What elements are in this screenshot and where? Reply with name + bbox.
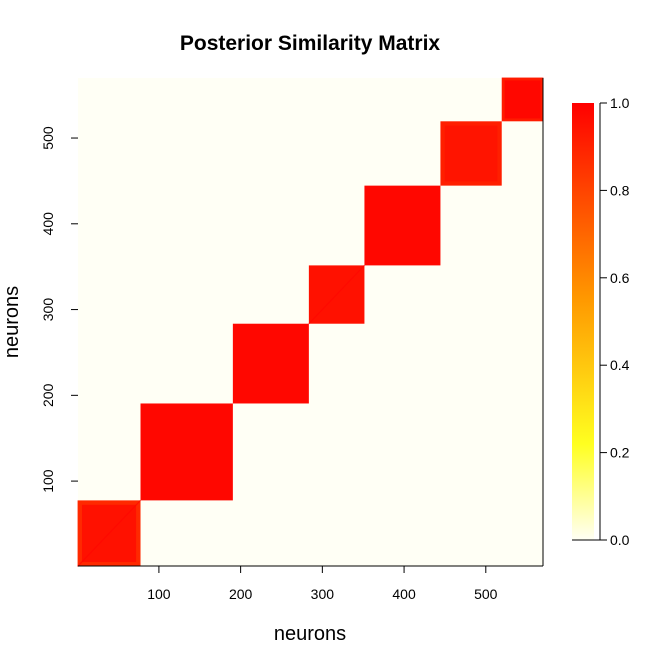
x-axis-label: neurons: [274, 623, 346, 645]
x-tick-label: 500: [474, 586, 498, 602]
colorbar-tick-label: 1.0: [610, 95, 630, 111]
heatmap-block: [364, 185, 441, 266]
heatmap-blocks: [77, 77, 544, 567]
colorbar-gradient: [572, 103, 594, 540]
colorbar-tick-label: 0.6: [610, 270, 630, 286]
plot-axes: 100 200 300 400 500 100 200 300 400 500: [40, 78, 544, 602]
y-tick-label: 400: [40, 212, 56, 236]
colorbar-ticks: 0.0 0.2 0.4 0.6 0.8 1.0: [572, 95, 630, 548]
colorbar-tick-label: 0.8: [610, 182, 630, 198]
y-axis-ticks: 100 200 300 400 500: [40, 126, 78, 493]
y-tick-label: 300: [40, 298, 56, 322]
heatmap-block: [444, 125, 498, 182]
colorbar-tick-label: 0.4: [610, 357, 630, 373]
y-tick-label: 500: [40, 126, 56, 150]
colorbar-tick-label: 0.2: [610, 445, 630, 461]
heatmap-block: [504, 80, 541, 119]
y-tick-label: 100: [40, 469, 56, 493]
x-tick-label: 100: [147, 586, 171, 602]
heatmap-plot-area: [77, 77, 544, 567]
x-tick-label: 300: [311, 586, 335, 602]
x-tick-label: 400: [392, 586, 416, 602]
heatmap-block-diagonal: [77, 499, 141, 567]
colorbar: 0.0 0.2 0.4 0.6 0.8 1.0: [572, 95, 630, 548]
heatmap-block-diagonal: [308, 264, 365, 325]
heatmap-block: [140, 403, 233, 501]
y-tick-label: 200: [40, 383, 56, 407]
heatmap-block: [232, 323, 309, 404]
x-axis-ticks: 100 200 300 400 500: [147, 566, 498, 602]
chart-title: Posterior Similarity Matrix: [180, 32, 441, 55]
y-axis-label: neurons: [1, 286, 23, 358]
colorbar-tick-label: 0.0: [610, 532, 630, 548]
x-tick-label: 200: [229, 586, 253, 602]
